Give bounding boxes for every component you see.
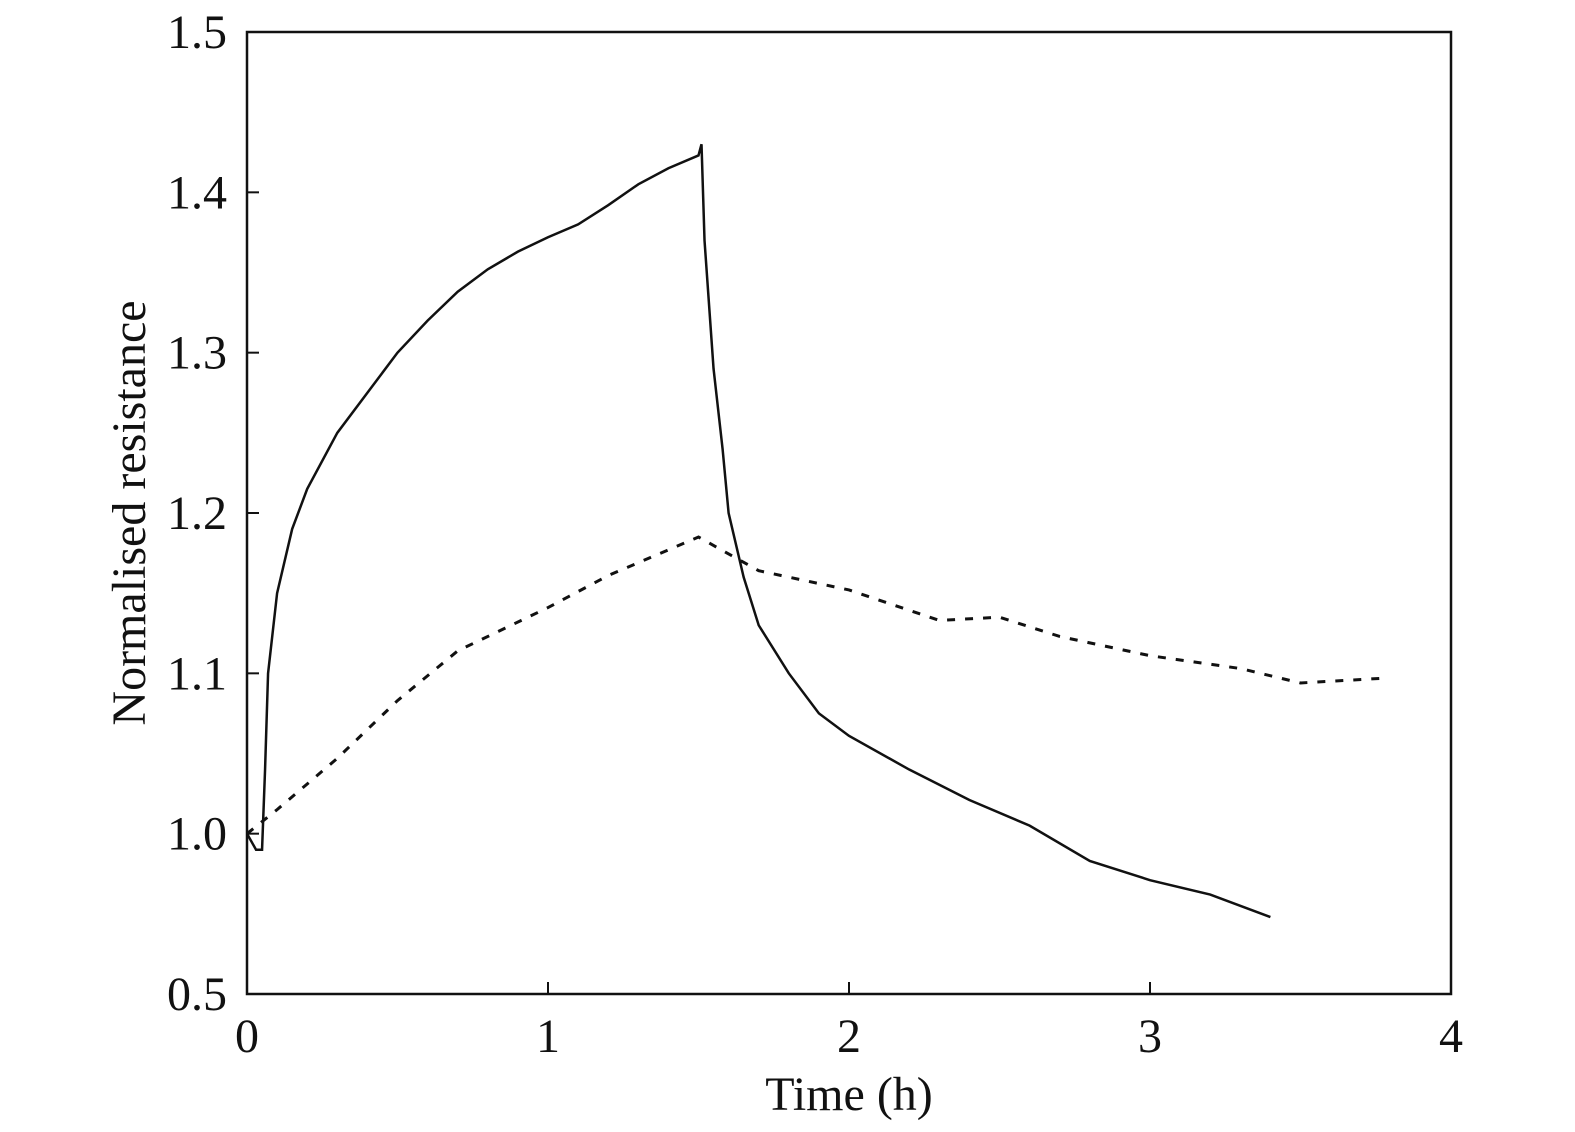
- y-tick-label: 1.3: [167, 327, 227, 380]
- x-tick-label: 0: [235, 1010, 259, 1063]
- y-tick-label: 1.1: [167, 647, 227, 700]
- y-tick-label: 1.4: [167, 166, 227, 219]
- x-tick-label: 4: [1439, 1010, 1463, 1063]
- x-tick-label: 3: [1138, 1010, 1162, 1063]
- y-tick-label: 1.2: [167, 487, 227, 540]
- plot-frame: [245, 30, 1453, 996]
- y-axis-label: Normalised resistance: [103, 300, 156, 725]
- series-line: [245, 143, 1271, 919]
- x-tick-label: 1: [536, 1010, 560, 1063]
- x-axis-label: Time (h): [765, 1068, 933, 1121]
- y-tick-label: 1.5: [167, 6, 227, 59]
- y-tick-label: 1.0: [167, 808, 227, 861]
- series-line: [246, 535, 1385, 835]
- x-tick-label: 2: [837, 1010, 861, 1063]
- y-tick-label: 0.5: [167, 968, 227, 1021]
